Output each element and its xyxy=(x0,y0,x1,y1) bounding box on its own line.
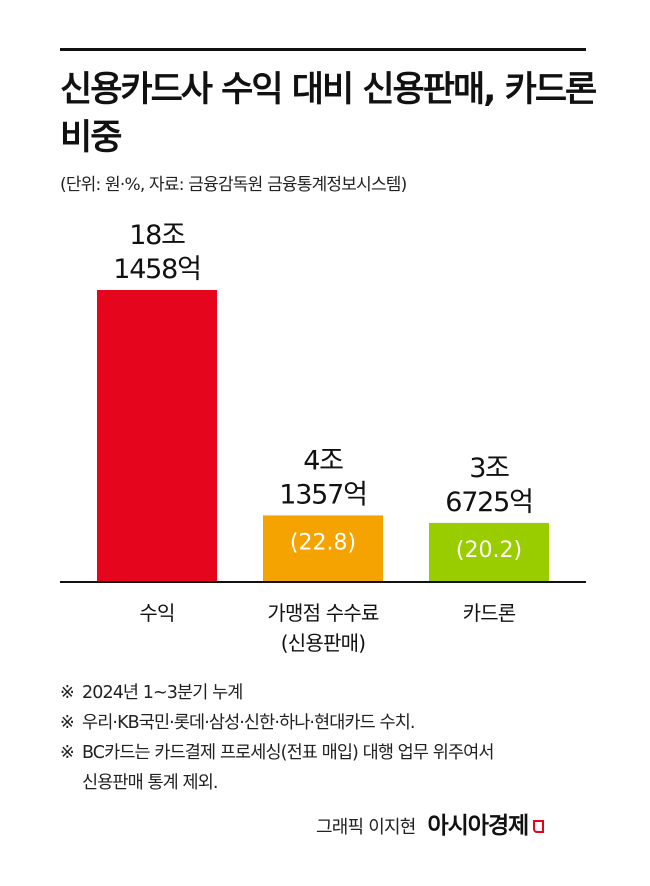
value-label: 1357억 xyxy=(279,479,367,510)
bar xyxy=(429,522,549,582)
bar xyxy=(97,290,217,582)
share-label: (22.8) xyxy=(290,530,356,555)
value-label: 18조 xyxy=(129,220,185,251)
credit-line: 그래픽 이지현 아시아경제 xyxy=(316,806,545,840)
value-label: 6725억 xyxy=(445,487,533,518)
footnotes: ※ 2024년 1~3분기 누계 ※ 우리·KB국민·롯데·삼성·신한·하나·현… xyxy=(60,678,620,798)
value-label: 1458억 xyxy=(113,254,201,285)
brand-mark-icon xyxy=(533,820,545,833)
footnote-text: 2024년 1~3분기 누계 xyxy=(82,683,243,703)
share-label: (20.2) xyxy=(456,538,522,563)
note-mark: ※ xyxy=(60,713,75,733)
note-mark: ※ xyxy=(60,743,75,763)
chart-title: 신용카드사 수익 대비 신용판매, 카드론 비중 xyxy=(60,70,597,158)
footnote-period: ※ 2024년 1~3분기 누계 xyxy=(60,678,620,708)
footnote-card-companies: ※ 우리·KB국민·롯데·삼성·신한·하나·현대카드 수치. xyxy=(60,708,620,738)
unit-source-note: (단위: 원·%, 자료: 금융감독원 금융통계정보시스템) xyxy=(60,175,407,195)
top-rule xyxy=(60,48,586,51)
category-label: 수익 xyxy=(139,601,174,625)
value-label: 3조 xyxy=(469,453,509,484)
footnote-text: 우리·KB국민·롯데·삼성·신한·하나·현대카드 수치. xyxy=(82,713,415,733)
footnote-text: BC카드는 카드결제 프로세싱(전표 매입) 대행 업무 위주여서 신용판매 통… xyxy=(82,743,494,793)
value-label: 4조 xyxy=(303,445,343,476)
category-label: 가맹점 수수료 xyxy=(267,601,379,625)
graphic-credit: 그래픽 이지현 xyxy=(316,817,416,838)
category-label: (신용판매) xyxy=(281,631,365,655)
note-mark: ※ xyxy=(60,683,75,703)
footnote-bc-card: ※ BC카드는 카드결제 프로세싱(전표 매입) 대행 업무 위주여서 신용판매… xyxy=(60,738,620,798)
bar xyxy=(263,515,383,582)
brand-logo: 아시아경제 xyxy=(427,813,529,839)
category-label: 카드론 xyxy=(463,601,516,625)
